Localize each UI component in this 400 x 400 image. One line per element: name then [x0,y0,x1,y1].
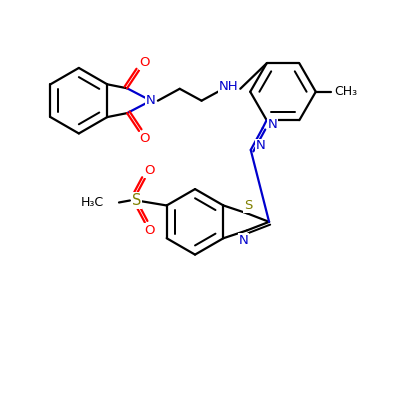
Text: NH: NH [218,80,238,93]
Text: N: N [268,118,278,131]
Text: O: O [140,132,150,146]
Text: S: S [132,193,142,208]
Text: O: O [144,224,155,237]
Text: CH₃: CH₃ [334,85,357,98]
Text: N: N [238,234,248,247]
Text: O: O [140,56,150,69]
Text: N: N [256,140,266,152]
Text: O: O [144,164,155,177]
Text: H₃C: H₃C [81,196,104,209]
Text: N: N [146,94,156,107]
Text: S: S [244,199,252,212]
